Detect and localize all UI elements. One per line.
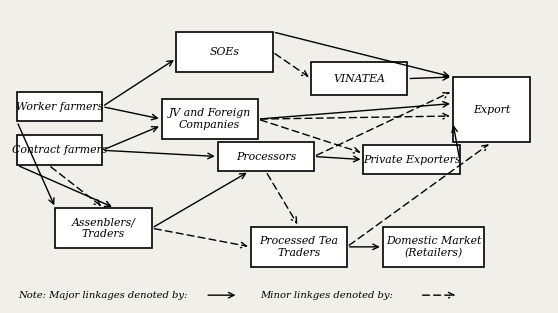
FancyBboxPatch shape (176, 32, 273, 72)
Text: Note: Major linkages denoted by:: Note: Major linkages denoted by: (18, 291, 187, 300)
Text: Processors: Processors (235, 151, 296, 162)
Text: Export: Export (473, 105, 510, 115)
FancyBboxPatch shape (363, 145, 460, 174)
FancyBboxPatch shape (162, 99, 258, 139)
Text: Processed Tea
Traders: Processed Tea Traders (259, 236, 338, 258)
Text: Private Exporters: Private Exporters (363, 155, 460, 165)
FancyBboxPatch shape (311, 62, 407, 95)
FancyBboxPatch shape (453, 77, 530, 142)
Text: Domestic Market
(Retailers): Domestic Market (Retailers) (386, 236, 481, 258)
Text: VINATEA: VINATEA (333, 74, 386, 84)
FancyBboxPatch shape (17, 92, 102, 121)
Text: JV and Foreign
Companies: JV and Foreign Companies (169, 108, 251, 130)
FancyBboxPatch shape (383, 227, 484, 267)
Text: Minor linkges denoted by:: Minor linkges denoted by: (260, 291, 393, 300)
Text: SOEs: SOEs (210, 47, 239, 57)
Text: Contract farmers: Contract farmers (12, 145, 107, 155)
FancyBboxPatch shape (251, 227, 347, 267)
Text: Assenblers/
Traders: Assenblers/ Traders (71, 217, 136, 239)
FancyBboxPatch shape (218, 142, 314, 171)
FancyBboxPatch shape (55, 208, 152, 249)
Text: Worker farmers: Worker farmers (16, 102, 103, 112)
FancyBboxPatch shape (17, 136, 102, 165)
